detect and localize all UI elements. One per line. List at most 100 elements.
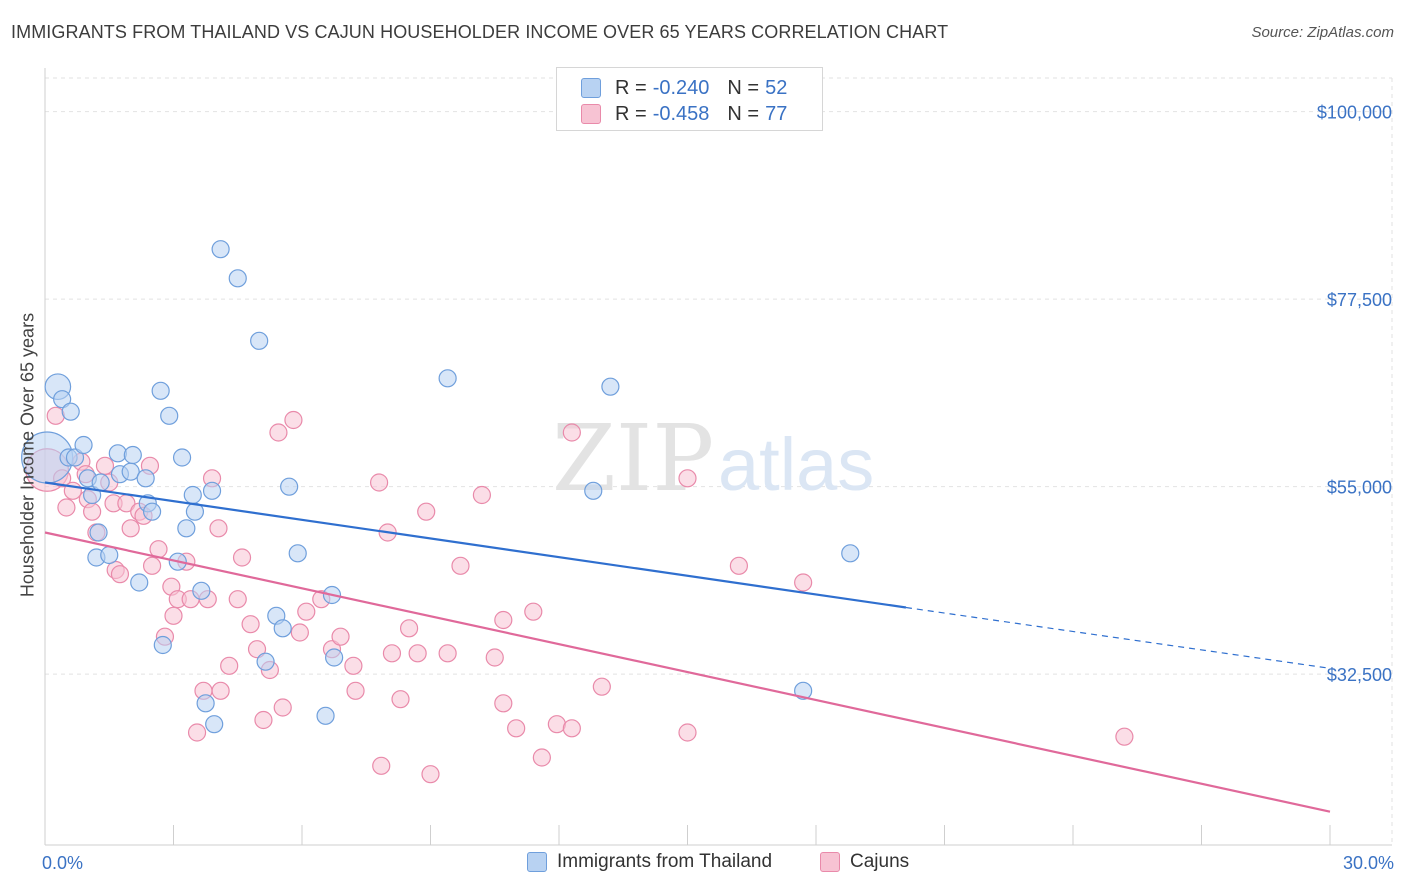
thailand-point (584, 481, 603, 500)
cajuns-point (95, 456, 115, 475)
thailand-point (273, 619, 292, 638)
cajuns-point (451, 556, 470, 575)
cajuns-point (164, 606, 183, 625)
cajuns-point (421, 765, 440, 784)
cajuns-point (1115, 727, 1134, 746)
legend-row-thailand: R = -0.240 N = 52 (581, 75, 787, 101)
thailand-point (256, 652, 275, 671)
x-tick-label: 30.0% (1343, 853, 1394, 873)
thailand-point (202, 481, 222, 500)
cajuns-point (187, 723, 207, 742)
thailand-point (172, 448, 192, 467)
y-tick-label: $32,500 (1327, 665, 1392, 685)
cajuns-point (532, 748, 551, 767)
thailand-point (100, 545, 119, 565)
thailand-point (316, 706, 335, 725)
thailand-point (74, 435, 93, 455)
legend-row-cajuns: R = -0.458 N = 77 (581, 101, 787, 127)
cajuns-point (346, 681, 365, 700)
legend-n-value: 77 (765, 102, 788, 125)
thailand-point (192, 581, 211, 600)
cajuns-point (729, 556, 749, 575)
thailand-point (601, 377, 620, 396)
thailand-point (211, 240, 230, 259)
cajuns-point (592, 677, 611, 696)
cajuns-point (562, 423, 581, 442)
cajuns-point (284, 410, 303, 430)
cajuns-point (678, 469, 697, 488)
thailand-point (841, 544, 860, 563)
bottom-legend-cajuns: Cajuns (820, 851, 909, 873)
chart-title: IMMIGRANTS FROM THAILAND VS CAJUN HOUSEH… (11, 22, 949, 42)
cajuns-point (417, 502, 436, 521)
trend-lines (44, 481, 1331, 813)
cajuns-point (370, 473, 389, 492)
bottom-legend-swatch-cajuns (820, 852, 840, 872)
cajuns-point (794, 573, 813, 592)
thailand-point (160, 406, 179, 425)
cajuns-point (344, 656, 363, 675)
thailand-point (123, 445, 142, 465)
thailand-trend-extension (905, 606, 1331, 669)
watermark-atlas: atlas (718, 423, 874, 506)
correlation-legend: R = -0.240 N = 52 R = -0.458 N = 77 (556, 67, 823, 131)
bottom-legend-label-thailand: Immigrants from Thailand (557, 851, 773, 872)
thailand-point (108, 444, 127, 463)
cajuns-point (678, 723, 697, 742)
thailand-point (325, 648, 344, 667)
thailand-point (142, 502, 162, 521)
cajuns-point (273, 698, 292, 717)
bottom-legend-thailand: Immigrants from Thailand (527, 851, 772, 873)
thailand-point (91, 473, 110, 492)
thailand-point (183, 485, 202, 505)
watermark: ZIP atlas (552, 405, 874, 512)
cajuns-point (57, 498, 76, 517)
cajuns-point (228, 590, 247, 609)
cajuns-point (142, 556, 162, 575)
thailand-point (288, 544, 307, 563)
cajuns-point (110, 565, 130, 584)
cajuns-point (220, 656, 239, 675)
legend-n-label: N = (727, 102, 760, 125)
y-axis-label: Householder Income Over 65 years (17, 312, 38, 598)
cajuns-point (46, 406, 65, 425)
cajuns-point (494, 610, 513, 630)
thailand-point (53, 390, 72, 409)
thailand-trend-line (44, 481, 907, 609)
cajuns-point (438, 644, 457, 663)
cajuns-point (372, 756, 391, 775)
thailand-point (205, 715, 224, 734)
cajuns-point (241, 615, 260, 634)
thailand-point (65, 448, 85, 467)
x-tick-label: 0.0% (42, 853, 83, 873)
thailand-point (250, 331, 269, 350)
cajuns-point (269, 423, 288, 442)
cajuns-point (399, 619, 419, 638)
cajuns-point (254, 710, 273, 730)
legend-r-value: -0.458 (652, 102, 710, 125)
thailand-point (794, 681, 813, 700)
thailand-point (196, 694, 215, 713)
cajuns-point (232, 548, 252, 567)
cajuns-point (472, 485, 491, 505)
legend-r-value: -0.240 (652, 76, 710, 99)
thailand-point (89, 523, 108, 542)
source-note: Source: ZipAtlas.com (1251, 24, 1394, 41)
cajuns-point (83, 502, 102, 521)
cajuns-point (211, 681, 230, 700)
tick-labels: $32,500 $55,000 $77,500 $100,000 0.0% 30.0% (42, 103, 1394, 873)
legend-swatch-cajuns (581, 104, 601, 124)
cajuns-point (547, 715, 566, 734)
legend-swatch-thailand (581, 78, 601, 98)
thailand-point (177, 519, 196, 538)
thailand-point (130, 573, 149, 592)
y-tick-label: $100,000 (1317, 103, 1392, 123)
thailand-point (438, 369, 457, 388)
bottom-legend-label-cajuns: Cajuns (850, 851, 910, 872)
cajuns-point (391, 690, 410, 709)
legend-r-label: R = (615, 76, 647, 99)
watermark-zip: ZIP (552, 405, 714, 512)
thailand-points (21, 240, 860, 734)
y-tick-label: $77,500 (1327, 290, 1392, 310)
